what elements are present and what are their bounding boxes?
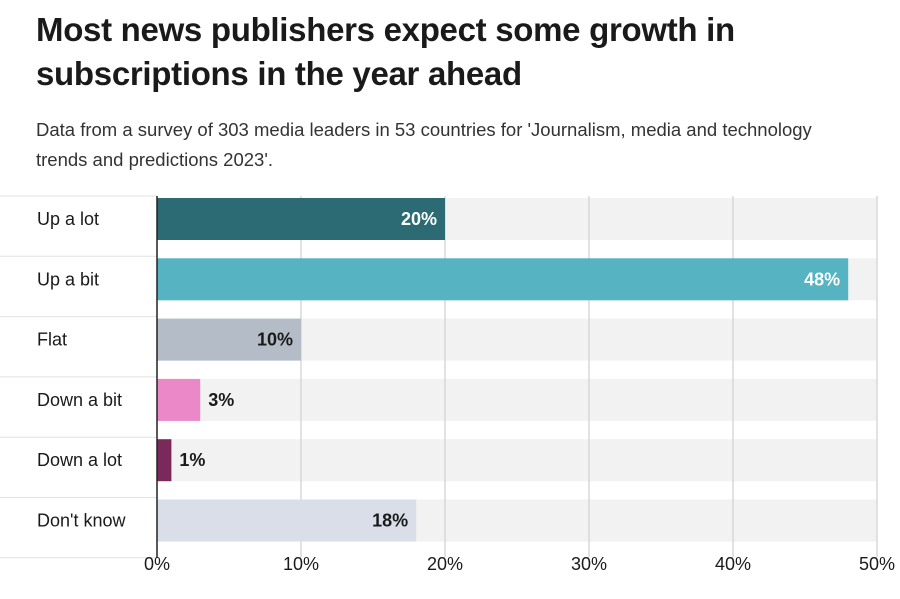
data-label: 20% — [401, 209, 437, 229]
chart-title: Most news publishers expect some growth … — [36, 11, 735, 92]
x-tick-label: 40% — [715, 554, 751, 574]
category-label: Down a bit — [37, 390, 122, 410]
category-label: Up a bit — [37, 269, 99, 289]
bar-track — [157, 439, 877, 482]
x-tick-label: 10% — [283, 554, 319, 574]
data-label: 48% — [804, 269, 840, 289]
x-tick-label: 20% — [427, 554, 463, 574]
chart-subtitle: Data from a survey of 303 media leaders … — [36, 119, 812, 170]
category-label: Up a lot — [37, 209, 99, 229]
category-label: Down a lot — [37, 450, 122, 470]
data-label: 18% — [372, 511, 408, 531]
x-tick-label: 30% — [571, 554, 607, 574]
bar-track — [157, 378, 877, 421]
x-tick-label: 0% — [144, 554, 170, 574]
bar-down-a-bit — [157, 378, 201, 421]
bar-flat — [157, 318, 301, 361]
x-tick-label: 50% — [859, 554, 895, 574]
bar-up-a-bit — [157, 258, 849, 301]
bar-up-a-lot — [157, 198, 445, 240]
data-label: 1% — [179, 450, 205, 470]
category-label: Flat — [37, 330, 67, 350]
bar-down-a-lot — [157, 439, 172, 482]
data-label: 10% — [257, 330, 293, 350]
data-label: 3% — [208, 390, 234, 410]
category-label: Don't know — [37, 511, 126, 531]
bar-don-t-know — [157, 499, 417, 542]
